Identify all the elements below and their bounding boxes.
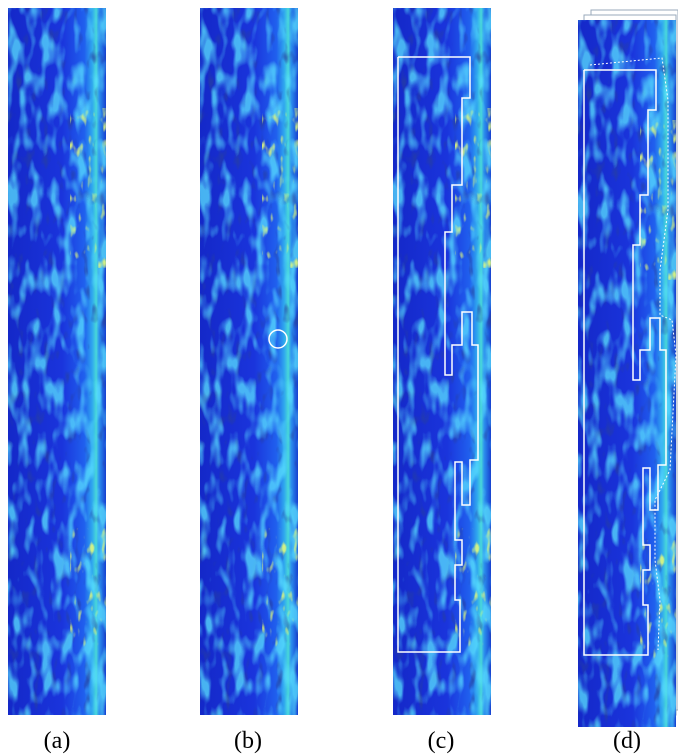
labels: (a) (b) (c) (d) xyxy=(44,728,641,754)
panel-label: (d) xyxy=(613,728,641,754)
panel-a xyxy=(8,8,106,715)
panel-d xyxy=(578,10,678,727)
panel-label: (b) xyxy=(234,728,262,754)
panel-c xyxy=(393,8,491,715)
figure: (a) (b) (c) (d) xyxy=(0,0,678,755)
panel-label: (c) xyxy=(428,728,455,754)
panel-b xyxy=(200,8,298,715)
panel-label: (a) xyxy=(44,728,71,754)
